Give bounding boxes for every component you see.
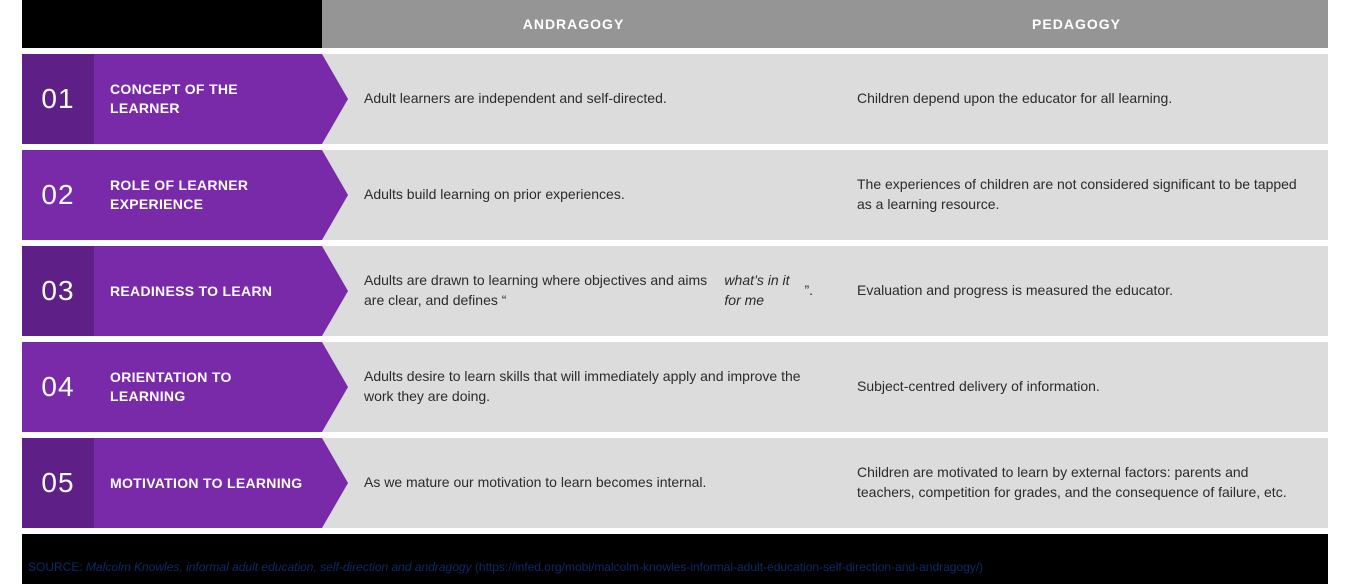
chevron-right-icon (322, 54, 348, 144)
andragogy-cell: Adults desire to learn skills that will … (322, 342, 835, 432)
row-label: MOTIVATION TO LEARNING (94, 438, 322, 528)
table-row: 03READINESS TO LEARNAdults are drawn to … (22, 246, 1328, 336)
table-row: 01CONCEPT OF THE LEARNERAdult learners a… (22, 54, 1328, 144)
table-row: 05MOTIVATION TO LEARNINGAs we mature our… (22, 438, 1328, 528)
andragogy-cell: As we mature our motivation to learn bec… (322, 438, 835, 528)
header-pedagogy: PEDAGOGY (825, 0, 1328, 48)
header-row: ANDRAGOGY PEDAGOGY (22, 0, 1328, 48)
header-andragogy: ANDRAGOGY (322, 0, 825, 48)
source-url: (https://infed.org/mobi/malcolm-knowles-… (475, 560, 983, 574)
row-label: ORIENTATION TO LEARNING (94, 342, 322, 432)
row-number: 03 (22, 246, 94, 336)
row-number: 01 (22, 54, 94, 144)
pedagogy-cell: Children depend upon the educator for al… (835, 54, 1328, 144)
table-row: 04ORIENTATION TO LEARNINGAdults desire t… (22, 342, 1328, 432)
pedagogy-cell: Evaluation and progress is measured the … (835, 246, 1328, 336)
pedagogy-cell: The experiences of children are not cons… (835, 150, 1328, 240)
row-number: 02 (22, 150, 94, 240)
andragogy-cell: Adults are drawn to learning where objec… (322, 246, 835, 336)
source-citation: Malcolm Knowles, informal adult educatio… (86, 560, 472, 574)
chevron-right-icon (322, 246, 348, 336)
chevron-right-icon (322, 342, 348, 432)
andragogy-cell: Adults build learning on prior experienc… (322, 150, 835, 240)
pedagogy-cell: Subject-centred delivery of information. (835, 342, 1328, 432)
row-label: CONCEPT OF THE LEARNER (94, 54, 322, 144)
header-spacer (22, 0, 322, 48)
table-row: 02ROLE OF LEARNER EXPERIENCEAdults build… (22, 150, 1328, 240)
comparison-table: ANDRAGOGY PEDAGOGY 01CONCEPT OF THE LEAR… (0, 0, 1350, 584)
row-number: 05 (22, 438, 94, 528)
source-footer: SOURCE: Malcolm Knowles, informal adult … (22, 534, 1328, 584)
source-label: SOURCE: (28, 560, 83, 574)
chevron-right-icon (322, 438, 348, 528)
row-label: READINESS TO LEARN (94, 246, 322, 336)
chevron-right-icon (322, 150, 348, 240)
pedagogy-cell: Children are motivated to learn by exter… (835, 438, 1328, 528)
row-label: ROLE OF LEARNER EXPERIENCE (94, 150, 322, 240)
row-number: 04 (22, 342, 94, 432)
andragogy-cell: Adult learners are independent and self-… (322, 54, 835, 144)
